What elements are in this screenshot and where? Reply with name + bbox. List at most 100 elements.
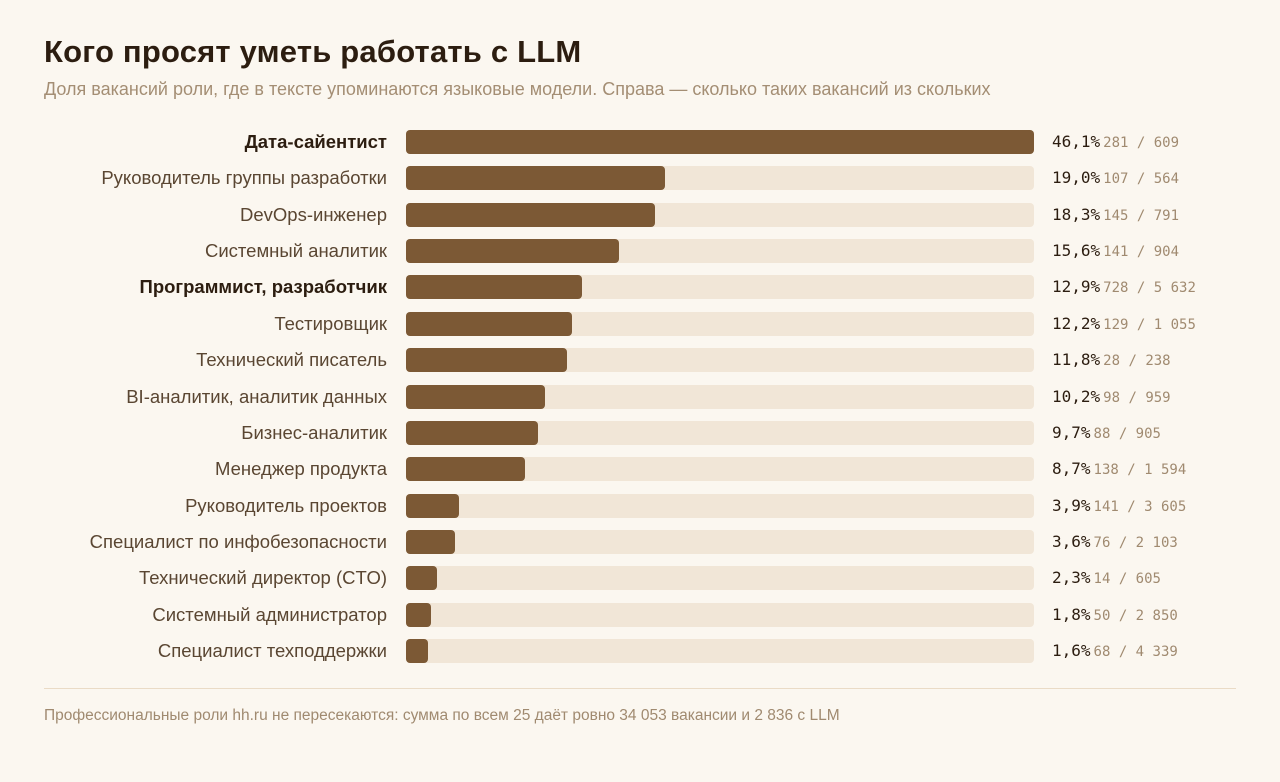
bar-label: Программист, разработчик <box>139 276 387 298</box>
bar-label: BI-аналитик, аналитик данных <box>126 385 387 407</box>
bar-row: Специалист техподдержки 1,6% 68 / 4 339 <box>0 633 1280 669</box>
count-label: 281 / 609 <box>1103 135 1180 151</box>
bar-value: 2,3% 14 / 605 <box>1052 560 1161 596</box>
bar-row: Технический директор (CTO) 2,3% 14 / 605 <box>0 560 1280 596</box>
chart-subtitle: Доля вакансий роли, где в тексте упомина… <box>44 79 991 99</box>
bar-value: 10,2% 98 / 959 <box>1052 379 1171 415</box>
bar-track <box>406 602 1034 627</box>
count-label: 129 / 1 055 <box>1103 316 1196 333</box>
bar-label: Бизнес-аналитик <box>241 421 387 443</box>
bar-track <box>406 493 1034 518</box>
bar-row: Дата-сайентист 46,1% 281 / 609 <box>0 124 1280 160</box>
bar-value: 11,8% 28 / 238 <box>1052 342 1171 378</box>
bar-track <box>406 420 1034 445</box>
bar-value: 19,0% 107 / 564 <box>1052 160 1179 196</box>
bar-row: Руководитель группы разработки 19,0% 107 /… <box>0 160 1280 196</box>
bar-label: Менеджер продукта <box>215 458 387 480</box>
count-label: 141 / 904 <box>1103 244 1180 261</box>
bar-row: Программист, разработчик 12,9% 728 / 5 632 <box>0 269 1280 305</box>
footer-divider <box>44 688 1236 689</box>
bar-value: 1,6% 68 / 4 339 <box>1052 633 1178 669</box>
bar-track <box>406 130 1034 154</box>
value-label: 12,2% <box>1052 313 1101 333</box>
chart-title: Кого просят уметь работать с LLM <box>44 34 582 69</box>
bar-row: Специалист по инфобезопасности 3,6% 76 / 2… <box>0 524 1280 560</box>
bar-label: DevOps-инженер <box>240 203 387 225</box>
bar-label: Системный аналитик <box>204 240 387 262</box>
bar <box>406 311 573 336</box>
bar-value: 18,3% 145 / 791 <box>1052 197 1179 233</box>
bar-row: Бизнес-аналитик 9,7% 88 / 905 <box>0 415 1280 451</box>
bar-label: Системный администратор <box>152 603 387 625</box>
bar-track <box>406 530 1034 554</box>
bar <box>406 130 1034 154</box>
bar-row: Системный аналитик 15,6% 141 / 904 <box>0 233 1280 269</box>
count-label: 138 / 1 594 <box>1093 462 1187 479</box>
bar-track <box>406 348 1034 373</box>
bar-value: 12,9% 728 / 5 632 <box>1052 269 1196 305</box>
bar-row: Руководитель проектов 3,9% 141 / 3 605 <box>0 488 1280 524</box>
bar-value: 12,2% 129 / 1 055 <box>1052 306 1196 342</box>
bar-track <box>406 457 1034 482</box>
bar <box>406 420 539 445</box>
value-label: 15,6% <box>1052 241 1101 261</box>
count-label: 28 / 238 <box>1103 353 1171 370</box>
count-label: 98 / 959 <box>1103 389 1171 406</box>
bar-row: BI-аналитик, аналитик данных 10,2% 98 / 95… <box>0 379 1280 415</box>
bar-track <box>406 566 1034 591</box>
bar <box>406 566 438 591</box>
value-label: 18,3% <box>1052 204 1101 224</box>
value-label: 12,9% <box>1052 277 1101 297</box>
value-label: 1,6% <box>1052 641 1091 660</box>
value-label: 11,8% <box>1052 350 1101 370</box>
count-label: 76 / 2 103 <box>1093 535 1178 551</box>
value-label: 3,9% <box>1052 495 1091 515</box>
value-label: 9,7% <box>1052 422 1091 442</box>
bar-row: DevOps-инженер 18,3% 145 / 791 <box>0 197 1280 233</box>
value-label: 2,3% <box>1052 568 1091 588</box>
bar <box>406 166 665 191</box>
bar-track <box>406 166 1034 191</box>
count-label: 68 / 4 339 <box>1093 644 1178 660</box>
value-label: 1,8% <box>1052 604 1091 624</box>
bar-label: Технический директор (CTO) <box>138 567 387 589</box>
count-label: 88 / 905 <box>1093 425 1161 442</box>
bar-row: Менеджер продукта 8,7% 138 / 1 594 <box>0 451 1280 487</box>
bar-label: Технический писатель <box>196 349 387 371</box>
bar <box>406 202 656 227</box>
bar-label: Тестировщик <box>274 312 387 334</box>
bar-label: Специалист по инфобезопасности <box>89 531 387 552</box>
bar-track <box>406 311 1034 336</box>
bar-value: 15,6% 141 / 904 <box>1052 233 1179 269</box>
bar-label: Дата-сайентист <box>244 131 387 152</box>
bar-track <box>406 202 1034 227</box>
bar <box>406 530 455 554</box>
bar-label: Руководитель проектов <box>185 494 387 516</box>
bar <box>406 384 545 409</box>
bar-value: 3,6% 76 / 2 103 <box>1052 524 1178 560</box>
bar <box>406 639 428 663</box>
bar-value: 1,8% 50 / 2 850 <box>1052 597 1178 633</box>
count-label: 14 / 605 <box>1093 571 1161 588</box>
bar-label: Специалист техподдержки <box>157 640 387 661</box>
bar-track <box>406 384 1034 409</box>
bar <box>406 348 567 373</box>
bar-track <box>406 275 1034 300</box>
bar-track <box>406 639 1034 663</box>
value-label: 46,1% <box>1052 132 1101 151</box>
count-label: 145 / 791 <box>1103 207 1180 224</box>
value-label: 10,2% <box>1052 386 1101 406</box>
bar-row: Системный администратор 1,8% 50 / 2 850 <box>0 597 1280 633</box>
footnote: Профессиональные роли hh.ru не пересекаю… <box>44 707 840 724</box>
bar <box>406 493 460 518</box>
bar <box>406 275 582 300</box>
bar-value: 8,7% 138 / 1 594 <box>1052 451 1186 487</box>
bar <box>406 602 431 627</box>
bar-row: Технический писатель 11,8% 28 / 238 <box>0 342 1280 378</box>
count-label: 728 / 5 632 <box>1103 280 1196 297</box>
count-label: 107 / 564 <box>1103 171 1180 188</box>
bar <box>406 457 525 482</box>
bar-label: Руководитель группы разработки <box>101 167 387 189</box>
value-label: 8,7% <box>1052 459 1091 479</box>
